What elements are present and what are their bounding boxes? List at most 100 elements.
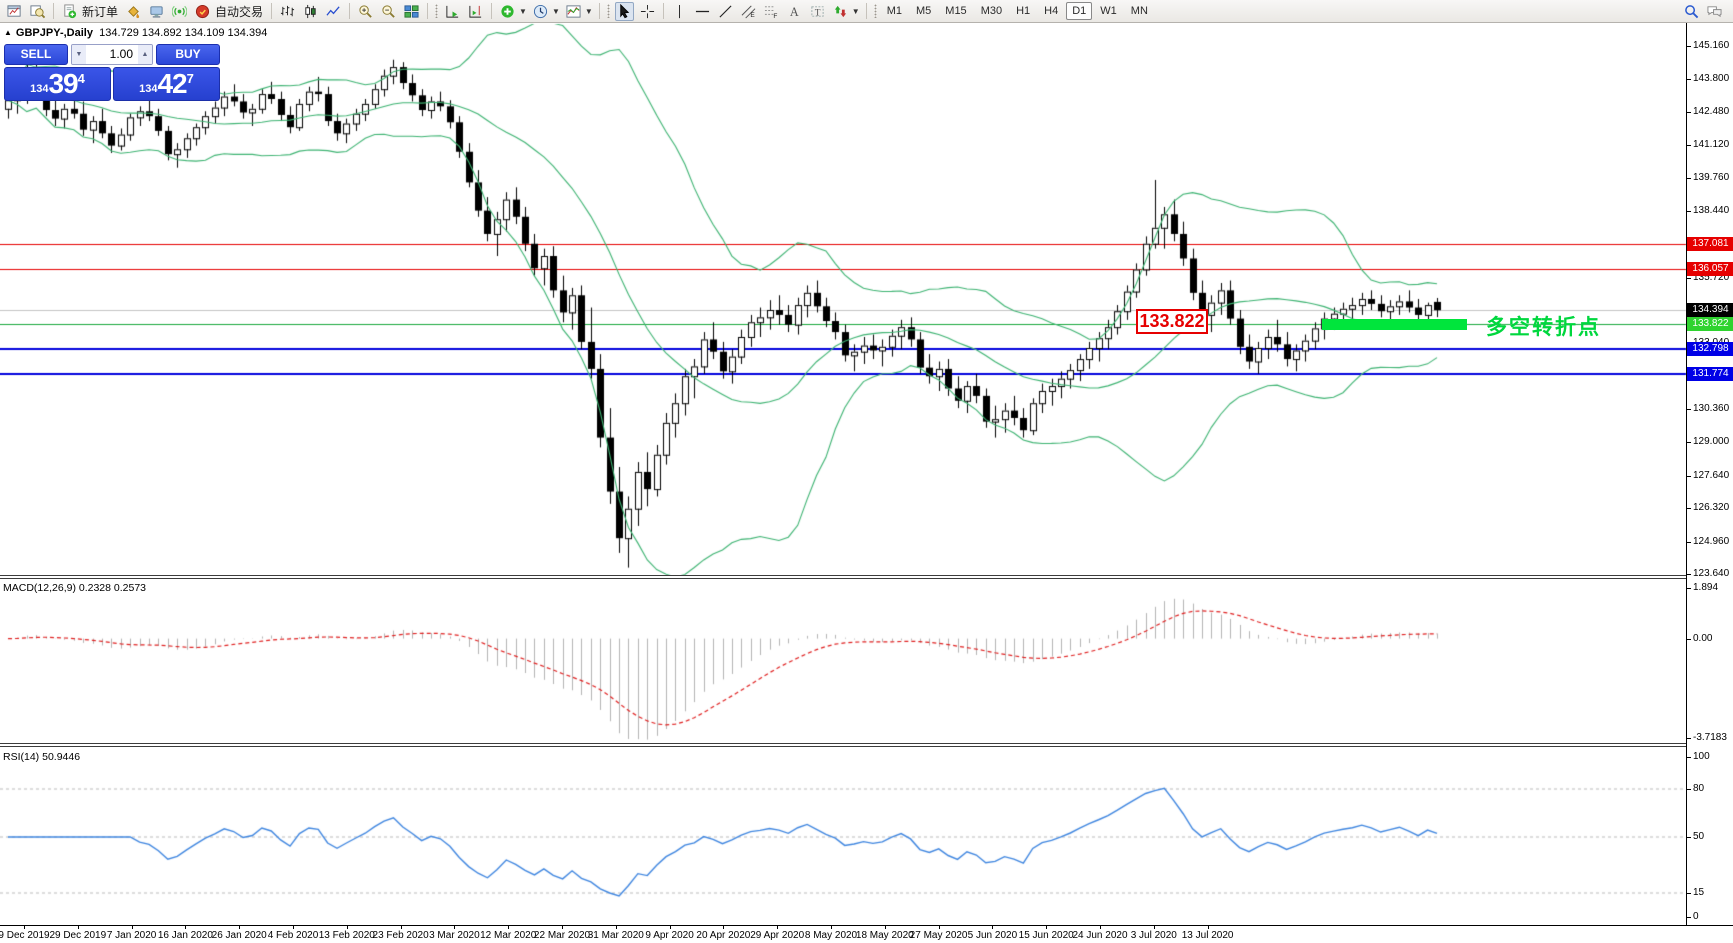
price-tick-label: 130.360	[1693, 403, 1730, 414]
price-tick-label: 143.800	[1693, 73, 1730, 84]
new-order-icon[interactable]	[60, 2, 79, 21]
text-label-icon[interactable]: T	[808, 2, 827, 21]
signals-icon[interactable]	[170, 2, 189, 21]
zoom-in-icon[interactable]	[356, 2, 375, 21]
price-axis[interactable]: 145.160 143.800 142.480 141.120 139.760 138.4…	[1686, 23, 1733, 926]
buy-price-prefix: 134	[139, 82, 158, 95]
buy-price-display[interactable]: 134 42 7	[113, 67, 220, 101]
indicators-icon[interactable]	[498, 2, 517, 21]
autotrading-icon[interactable]	[193, 2, 212, 21]
price-tick-label: 126.320	[1693, 502, 1730, 513]
main-macd-separator[interactable]	[0, 575, 1686, 579]
fibonacci-icon[interactable]: F	[762, 2, 781, 21]
svg-text:A: A	[790, 5, 799, 19]
volume-decrease-button[interactable]: ▼	[72, 45, 86, 64]
periods-dropdown-icon[interactable]: ▼	[551, 6, 560, 16]
autotrading-button[interactable]: 自动交易	[215, 4, 264, 19]
arrows-icon[interactable]	[831, 2, 850, 21]
line-chart-icon[interactable]	[324, 2, 343, 21]
date-tick-label: 3 Mar 2020	[429, 930, 480, 941]
price-tick-label: 124.960	[1693, 536, 1730, 547]
tab-timeframe-m30[interactable]: M30	[980, 5, 1003, 17]
tab-timeframe-w1[interactable]: W1	[1100, 5, 1117, 17]
price-level-tag: 132.798	[1687, 342, 1733, 356]
date-tick-label: 24 Jun 2020	[1072, 930, 1128, 941]
support-price-flag[interactable]: 133.822	[1136, 309, 1208, 334]
price-tick-label: 145.160	[1693, 40, 1730, 51]
price-tick-label: 139.760	[1693, 172, 1730, 183]
date-tick-label: 18 May 2020	[855, 930, 914, 941]
chart-title: ▲ GBPJPY-,Daily 134.729 134.892 134.109 1…	[4, 27, 267, 39]
bar-chart-icon[interactable]	[278, 2, 297, 21]
rsi-value: 50.9446	[42, 751, 81, 763]
tab-timeframe-h4[interactable]: H4	[1044, 5, 1059, 17]
profiles-icon[interactable]	[28, 2, 47, 21]
vertical-line-icon[interactable]	[670, 2, 689, 21]
date-tick-label: 22 Mar 2020	[533, 930, 591, 941]
cursor-icon[interactable]	[614, 1, 634, 21]
toolbar: 新订单 自动交易 ▼ ▼ ▼ E F A T ▼ M1 M5 M15 M30 H…	[0, 0, 1733, 23]
tab-timeframe-mn[interactable]: MN	[1130, 5, 1148, 17]
date-tick-label: 8 May 2020	[804, 930, 858, 941]
sell-price-display[interactable]: 134 39 4	[4, 67, 111, 101]
date-tick-label: 13 Jul 2020	[1181, 930, 1234, 941]
sell-button[interactable]: SELL	[4, 44, 68, 65]
indicators-dropdown-icon[interactable]: ▼	[519, 6, 527, 16]
date-tick-label: 5 Jun 2020	[967, 930, 1018, 941]
text-icon[interactable]: A	[785, 2, 804, 21]
tab-timeframe-m15[interactable]: M15	[945, 5, 967, 17]
new-order-button[interactable]: 新订单	[82, 4, 119, 19]
rsi-tick-label: 80	[1693, 783, 1705, 794]
macd-rsi-separator[interactable]	[0, 743, 1686, 747]
date-tick-label: 23 Feb 2020	[372, 930, 429, 941]
rsi-name: RSI(14)	[3, 751, 40, 763]
date-tick-label: 27 May 2020	[909, 930, 968, 941]
periods-icon[interactable]	[531, 2, 550, 21]
date-tick-label: 13 Feb 2020	[318, 930, 375, 941]
date-tick-label: 26 Jan 2020	[211, 930, 267, 941]
price-level-tag: 133.822	[1687, 317, 1733, 331]
buy-button[interactable]: BUY	[156, 44, 220, 65]
crosshair-icon[interactable]	[638, 2, 657, 21]
price-level-tag: 137.081	[1687, 237, 1733, 251]
templates-icon[interactable]	[564, 2, 583, 21]
auto-scroll-icon[interactable]	[443, 2, 462, 21]
horizontal-line-icon[interactable]	[693, 2, 712, 21]
chat-icon[interactable]	[1705, 2, 1724, 21]
arrows-dropdown-icon[interactable]: ▼	[851, 6, 860, 16]
tab-timeframe-h1[interactable]: H1	[1016, 5, 1031, 17]
templates-dropdown-icon[interactable]: ▼	[584, 6, 593, 16]
macd-tick-label: 0.00	[1693, 633, 1713, 644]
experts-icon[interactable]	[147, 2, 166, 21]
zoom-out-icon[interactable]	[379, 2, 398, 21]
candlestick-chart-icon[interactable]	[301, 2, 320, 21]
search-icon[interactable]	[1682, 2, 1701, 21]
chart-shift-icon[interactable]	[466, 2, 485, 21]
tile-windows-icon[interactable]	[402, 2, 421, 21]
sell-price-pip: 4	[77, 71, 85, 86]
trendline-icon[interactable]	[716, 2, 735, 21]
tab-timeframe-d1[interactable]: D1	[1066, 2, 1093, 20]
tab-timeframe-m1[interactable]: M1	[886, 5, 902, 17]
equidistant-channel-icon[interactable]: E	[739, 2, 758, 21]
price-level-tag: 134.394	[1687, 303, 1733, 317]
volume-input[interactable]: 1.00	[109, 47, 133, 61]
time-axis[interactable]: 9 Dec 2019 29 Dec 2019 7 Jan 2020 16 Jan 20…	[0, 925, 1733, 943]
tab-timeframe-m5[interactable]: M5	[916, 5, 932, 17]
one-click-toggle-icon[interactable]: ▲	[4, 28, 12, 37]
turning-point-annotation[interactable]: 多空转折点	[1486, 316, 1601, 339]
date-tick-label: 4 Feb 2020	[267, 930, 319, 941]
new-chart-icon[interactable]	[5, 2, 24, 21]
symbol-period-label: GBPJPY-,Daily	[15, 27, 93, 39]
date-tick-label: 29 Dec 2019	[49, 930, 107, 941]
date-tick-label: 3 Jul 2020	[1130, 930, 1177, 941]
support-zone-bar[interactable]	[1322, 319, 1467, 330]
volume-increase-button[interactable]: ▲	[138, 45, 152, 64]
sell-price-prefix: 134	[30, 82, 49, 95]
svg-text:T: T	[814, 8, 820, 18]
price-level-tag: 136.057	[1687, 262, 1733, 276]
styler-icon[interactable]	[124, 2, 143, 21]
rsi-tick-label: 50	[1693, 831, 1705, 842]
price-tick-label: 141.120	[1693, 139, 1730, 150]
